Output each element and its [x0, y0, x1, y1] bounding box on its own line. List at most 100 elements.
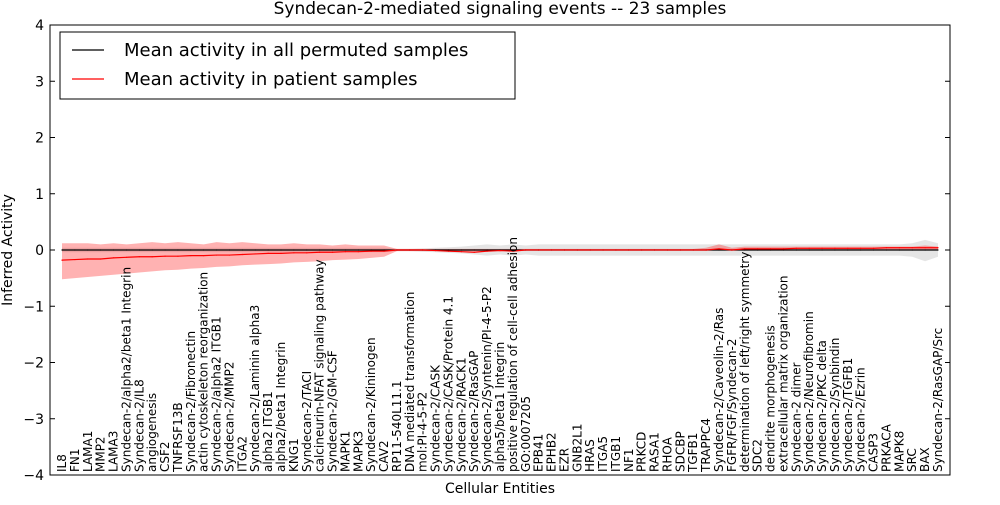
point-patient-18: [293, 252, 295, 254]
x-tick-label-56: extracellular matrix organization: [776, 276, 790, 473]
x-tick-label-50: TRAPPC4: [699, 418, 713, 473]
point-permuted-35: [512, 249, 514, 251]
point-permuted-62: [860, 249, 862, 251]
point-permuted-59: [821, 249, 823, 251]
x-tick-label-66: SRC: [905, 448, 919, 472]
legend: Mean activity in all permuted samples Me…: [59, 31, 516, 100]
x-tick-label-0: IL8: [55, 454, 69, 472]
point-permuted-10: [190, 249, 192, 251]
point-patient-11: [203, 255, 205, 257]
point-patient-61: [847, 247, 849, 249]
x-tick-label-16: alpha2 ITGB1: [261, 391, 275, 472]
x-tick-label-8: CSF2: [158, 441, 172, 472]
point-permuted-8: [164, 249, 166, 251]
point-patient-1: [74, 258, 76, 261]
point-patient-13: [228, 254, 231, 256]
y-tick-label-1: 1: [35, 187, 44, 203]
point-patient-14: [241, 253, 243, 256]
point-patient-15: [254, 253, 256, 255]
point-patient-53: [744, 248, 746, 250]
x-tick-label-47: RHOA: [660, 436, 674, 472]
point-patient-51: [718, 248, 720, 250]
point-patient-32: [473, 251, 475, 253]
point-permuted-19: [306, 249, 308, 251]
point-permuted-0: [61, 249, 63, 251]
point-permuted-21: [331, 249, 334, 251]
point-patient-58: [808, 247, 810, 249]
x-tick-label-41: HRAS: [583, 439, 597, 472]
x-axis-label: Cellular Entities: [445, 481, 555, 497]
x-tick-label-10: Syndecan-2/Fibronectin: [184, 331, 198, 472]
point-permuted-3: [100, 249, 102, 251]
point-patient-37: [538, 249, 540, 251]
point-permuted-56: [782, 249, 785, 251]
point-patient-67: [924, 247, 926, 249]
x-tick-label-11: actin cytoskeleton reorganization: [197, 272, 211, 472]
x-tick-label-52: FGFR/FGF/Syndecan-2: [725, 339, 739, 472]
point-permuted-24: [370, 249, 372, 251]
point-permuted-57: [795, 249, 797, 251]
point-patient-38: [550, 249, 553, 251]
x-tick-label-26: RP11-540L11.1: [390, 381, 404, 472]
point-permuted-51: [718, 249, 720, 251]
y-tick-label--2: −2: [23, 356, 44, 372]
point-patient-31: [460, 251, 462, 253]
point-patient-24: [370, 250, 372, 252]
point-patient-44: [628, 249, 630, 251]
x-tick-label-44: NF1: [622, 448, 636, 472]
point-patient-16: [267, 252, 269, 254]
point-patient-49: [692, 249, 694, 251]
x-tick-label-13: Syndecan-2/MMP2: [222, 362, 236, 472]
x-tick-label-55: dendrite morphogenesis: [764, 325, 778, 472]
point-permuted-61: [847, 249, 849, 251]
x-tick-label-57: Syndecan-2 dimer: [789, 362, 803, 472]
y-tick-label-4: 4: [35, 18, 44, 34]
y-tick-label-2: 2: [35, 131, 44, 147]
point-patient-68: [937, 247, 939, 249]
legend-label-patient: Mean activity in patient samples: [124, 69, 418, 90]
point-permuted-60: [834, 249, 836, 251]
point-patient-50: [705, 249, 707, 251]
point-patient-52: [731, 249, 733, 251]
chart-title: Syndecan-2-mediated signaling events -- …: [274, 0, 727, 19]
x-tick-label-49: TGFB1: [686, 433, 700, 473]
point-permuted-12: [215, 249, 218, 251]
y-tick-label-3: 3: [35, 74, 44, 90]
x-tick-label-39: EZR: [557, 448, 571, 472]
point-patient-20: [319, 251, 321, 253]
x-tick-label-64: PRKACA: [879, 423, 893, 472]
x-tick-label-40: GNB2L1: [570, 424, 584, 472]
x-tick-label-63: CASP3: [867, 433, 881, 472]
point-patient-21: [331, 251, 334, 253]
x-tick-label-6: Syndecan-2/IL8: [132, 379, 146, 472]
point-patient-40: [576, 249, 578, 251]
x-tick-label-61: Syndecan-2/TGFB1: [841, 358, 855, 472]
x-tick-label-14: ITGA2: [235, 436, 249, 472]
point-permuted-65: [898, 249, 900, 251]
x-tick-label-60: Syndecan-2/Synbindin: [828, 338, 842, 472]
x-tick-label-45: PRKCD: [635, 432, 649, 472]
point-patient-65: [898, 247, 900, 249]
x-tick-label-28: mol:PI-4-5-P2: [416, 392, 430, 472]
x-tick-label-18: KNG1: [287, 438, 301, 472]
x-tick-label-12: Syndecan-2/alpha2 ITGB1: [210, 316, 224, 472]
x-tick-label-34: alpha5/beta1 Integrin: [493, 342, 507, 472]
point-permuted-6: [138, 249, 140, 251]
y-tick-label--4: −4: [23, 468, 44, 484]
x-tick-label-15: Syndecan-2/Laminin alpha3: [248, 305, 262, 472]
point-patient-43: [615, 249, 617, 251]
x-tick-label-3: MMP2: [94, 436, 108, 472]
x-tick-label-51: Syndecan-2/Caveolin-2/Ras: [712, 308, 726, 472]
point-permuted-17: [280, 249, 282, 251]
point-permuted-1: [74, 249, 76, 251]
point-permuted-33: [486, 249, 488, 251]
point-patient-23: [357, 251, 359, 253]
point-patient-8: [164, 255, 166, 257]
x-tick-label-25: CAV2: [377, 440, 391, 472]
x-tick-label-21: Syndecan-2/GM-CSF: [326, 350, 340, 472]
x-tick-label-58: Syndecan-2/Neurofibromin: [802, 311, 816, 472]
x-tick-label-65: MAPK8: [892, 431, 906, 472]
point-patient-12: [215, 254, 218, 256]
point-permuted-23: [357, 249, 359, 251]
